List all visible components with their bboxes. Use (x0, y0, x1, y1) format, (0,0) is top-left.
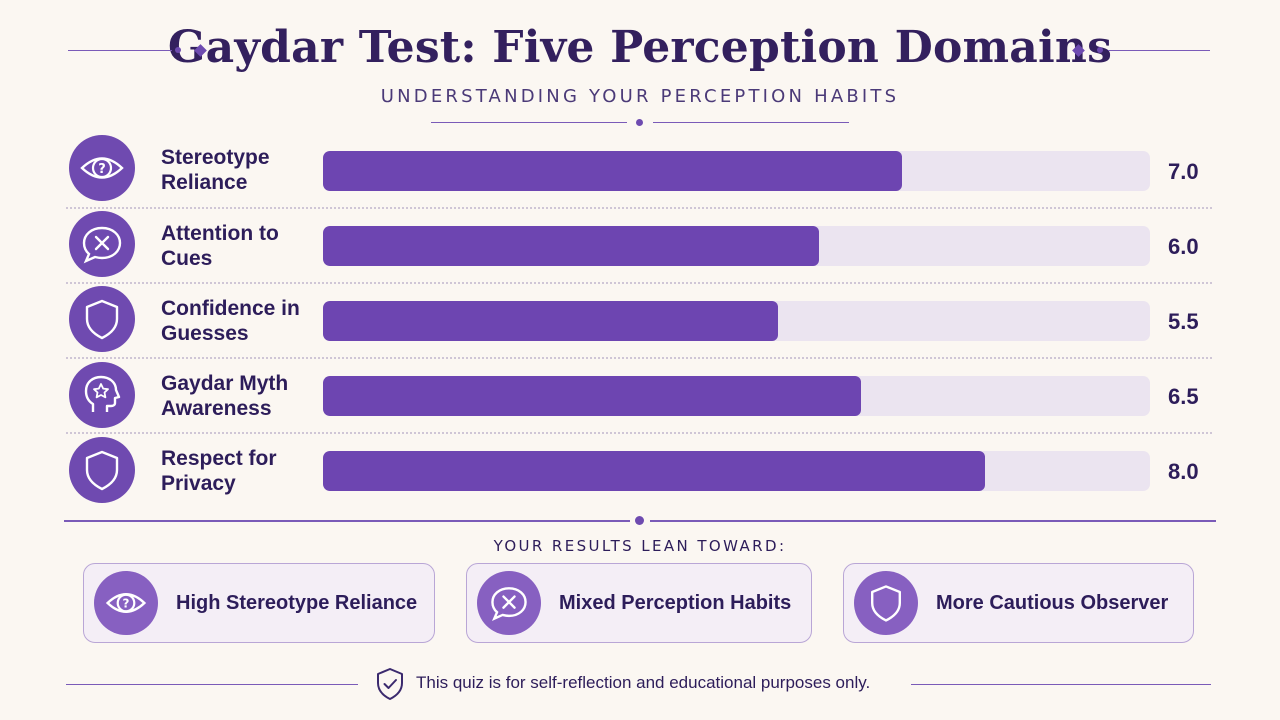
bar-track (323, 376, 1150, 416)
result-card-high-stereotype-reliance: ? High Stereotype Reliance (83, 563, 435, 643)
eye-question-icon: ? (94, 571, 158, 635)
svg-text:?: ? (123, 597, 130, 611)
value-label: 6.0 (1168, 234, 1199, 259)
disclaimer-text: This quiz is for self-reflection and edu… (416, 673, 871, 692)
eye-question-icon: ? (69, 135, 135, 201)
value-label: 8.0 (1168, 459, 1199, 484)
bar-track (323, 226, 1150, 266)
footer-rule-left (66, 684, 358, 685)
svg-text:?: ? (98, 162, 106, 177)
subtitle-rule-right (653, 122, 849, 123)
page-subtitle: UNDERSTANDING YOUR PERCEPTION HABITS (380, 86, 900, 107)
ornament-dot (1097, 47, 1103, 53)
ornament-dot (636, 119, 643, 126)
bar-attention-to-cues (323, 226, 820, 266)
footer-rule-right (911, 684, 1211, 685)
row-label-line: Cues (161, 247, 213, 270)
row-separator (66, 357, 1212, 359)
head-star-icon (69, 362, 135, 428)
section-rule-right (650, 520, 1216, 522)
speech-bubble-x-icon (69, 211, 135, 277)
shield-icon (69, 286, 135, 352)
result-card-label: More Cautious Observer (936, 591, 1169, 614)
ornament-dot (175, 47, 181, 53)
row-label-line: Confidence in (161, 297, 300, 320)
results-heading: YOUR RESULTS LEAN TOWARD: (493, 537, 787, 555)
row-label-line: Awareness (161, 397, 272, 420)
value-label: 7.0 (1168, 159, 1199, 184)
row-label-respect-for-privacy: Respect for Privacy (161, 446, 311, 496)
row-separator (66, 207, 1212, 209)
bar-track (323, 301, 1150, 341)
page-title: Gaydar Test: Five Perception Domains (167, 22, 1113, 73)
shield-icon (854, 571, 918, 635)
bar-stereotype-reliance (323, 151, 902, 191)
subtitle-rule-left (431, 122, 627, 123)
result-card-label: Mixed Perception Habits (559, 591, 792, 614)
speech-bubble-x-icon (477, 571, 541, 635)
result-card-more-cautious-observer: More Cautious Observer (843, 563, 1194, 643)
row-label-stereotype-reliance: Stereotype Reliance (161, 145, 311, 195)
bar-track (323, 451, 1150, 491)
row-separator (66, 432, 1212, 434)
title-rule-left (68, 50, 172, 51)
row-label-line: Attention to (161, 222, 279, 245)
shield-icon (69, 437, 135, 503)
row-label-line: Gaydar Myth (161, 372, 289, 395)
row-label-line: Guesses (161, 322, 249, 345)
value-label: 5.5 (1168, 309, 1199, 334)
value-label: 6.5 (1168, 384, 1199, 409)
row-label-line: Stereotype (161, 146, 270, 169)
row-label-confidence-in-guesses: Confidence in Guesses (161, 296, 311, 346)
bar-confidence-in-guesses (323, 301, 778, 341)
row-label-line: Respect for (161, 447, 277, 470)
bar-gaydar-myth-awareness (323, 376, 861, 416)
shield-check-icon (375, 667, 405, 706)
result-card-mixed-perception-habits: Mixed Perception Habits (466, 563, 812, 643)
bar-track (323, 151, 1150, 191)
result-card-label: High Stereotype Reliance (176, 591, 418, 614)
bar-respect-for-privacy (323, 451, 985, 491)
row-label-line: Reliance (161, 171, 248, 194)
row-separator (66, 282, 1212, 284)
title-rule-right (1108, 50, 1210, 51)
ornament-dot (635, 516, 644, 525)
row-label-line: Privacy (161, 472, 236, 495)
row-label-gaydar-myth-awareness: Gaydar Myth Awareness (161, 371, 311, 421)
row-label-attention-to-cues: Attention to Cues (161, 221, 311, 271)
section-rule-left (64, 520, 630, 522)
